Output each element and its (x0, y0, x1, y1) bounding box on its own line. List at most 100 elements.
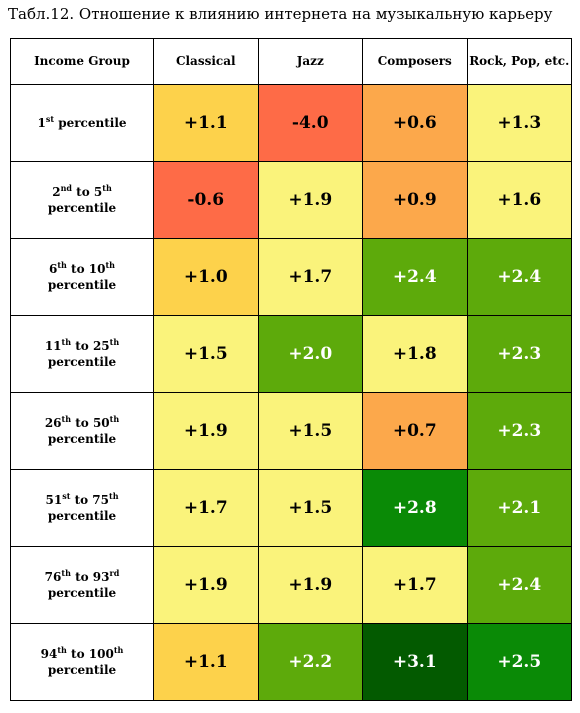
row-label: 2nd to 5th percentile (10, 161, 154, 239)
label-number: 25 (92, 339, 110, 353)
heatmap-cell: +1.5 (257, 469, 363, 547)
header-row: Income Group Classical Jazz Composers Ro… (10, 38, 572, 85)
table-row: 11th to 25th percentile +1.5 +2.0 +1.8 +2.3 (10, 315, 572, 393)
label-ordinal: th (61, 337, 72, 347)
heatmap-cell: +1.9 (257, 546, 363, 624)
row-label-line2: percentile (47, 201, 117, 215)
row-label-line2: percentile (47, 509, 117, 523)
heatmap-cell: +1.7 (257, 238, 363, 316)
label-number: 50 (92, 416, 110, 430)
row-label-line1: 6th to 10th (11, 261, 153, 277)
row-label-line1: 76th to 93rd (11, 569, 153, 585)
column-header: Composers (362, 38, 468, 85)
heatmap-cell: +1.8 (362, 315, 468, 393)
table-body: 1st percentile +1.1 -4.0 +0.6 +1.3 2nd to 5th… (10, 84, 572, 701)
row-label-line2: percentile (47, 278, 117, 292)
label-text: to (70, 493, 93, 507)
corner-header: Income Group (10, 38, 154, 85)
label-ordinal: th (113, 645, 124, 655)
label-number: 11 (44, 339, 62, 353)
heatmap-cell: +1.3 (466, 84, 572, 162)
table-row: 2nd to 5th percentile -0.6 +1.9 +0.9 +1.6 (10, 161, 572, 239)
heatmap-cell: -0.6 (153, 161, 259, 239)
label-number: 26 (44, 416, 62, 430)
heatmap-cell: +1.7 (362, 546, 468, 624)
heatmap-cell: +1.9 (153, 392, 259, 470)
label-number: 100 (88, 647, 114, 661)
heatmap-cell: +1.9 (257, 161, 363, 239)
heatmap-cell: +0.9 (362, 161, 468, 239)
row-label: 51st to 75th percentile (10, 469, 154, 547)
column-header: Rock, Pop, etc. (466, 38, 572, 85)
label-text: to (66, 647, 89, 661)
row-label: 11th to 25th percentile (10, 315, 154, 393)
label-ordinal: th (61, 568, 71, 578)
heatmap-cell: +1.5 (153, 315, 259, 393)
label-number: 10 (88, 262, 106, 276)
label-ordinal: rd (109, 568, 120, 578)
row-label-line1: 94th to 100th (11, 646, 153, 662)
heatmap-cell: +0.7 (362, 392, 468, 470)
label-text: to (72, 185, 94, 199)
row-label-line2: percentile (47, 355, 117, 369)
heatmap-cell: +2.4 (466, 546, 572, 624)
label-ordinal: th (57, 260, 67, 270)
heatmap-cell: +2.1 (466, 469, 572, 547)
heatmap-cell: -4.0 (257, 84, 363, 162)
label-text: percentile (54, 116, 127, 130)
label-ordinal: th (61, 414, 72, 424)
row-label-line1: 2nd to 5th (11, 184, 153, 200)
heatmap-cell: +1.1 (153, 623, 259, 701)
page-title: Табл.12. Отношение к влиянию интернета н… (8, 5, 553, 23)
label-number: 76 (44, 570, 62, 584)
label-number: 93 (92, 570, 110, 584)
label-number: 1 (37, 116, 46, 130)
row-label-line2: percentile (47, 663, 117, 677)
label-ordinal: th (109, 414, 120, 424)
label-ordinal: th (109, 337, 120, 347)
row-label-line1: 11th to 25th (11, 338, 153, 354)
heatmap-cell: +0.6 (362, 84, 468, 162)
table-row: 51st to 75th percentile +1.7 +1.5 +2.8 +2.1 (10, 469, 572, 547)
heatmap-table: Income Group Classical Jazz Composers Ro… (10, 38, 572, 701)
row-label: 26th to 50th percentile (10, 392, 154, 470)
heatmap-cell: +1.0 (153, 238, 259, 316)
table-row: 94th to 100th percentile +1.1 +2.2 +3.1 +2.5 (10, 623, 572, 701)
heatmap-cell: +1.9 (153, 546, 259, 624)
label-number: 2 (52, 185, 61, 199)
label-ordinal: st (45, 114, 55, 124)
heatmap-cell: +3.1 (362, 623, 468, 701)
row-label: 6th to 10th percentile (10, 238, 154, 316)
row-label-line1: 26th to 50th (11, 415, 153, 431)
heatmap-cell: +2.0 (257, 315, 363, 393)
heatmap-cell: +1.1 (153, 84, 259, 162)
table-row: 26th to 50th percentile +1.9 +1.5 +0.7 +2.3 (10, 392, 572, 470)
row-label-line1: 51st to 75th (11, 492, 153, 508)
heatmap-cell: +1.5 (257, 392, 363, 470)
row-label-line1: 1st percentile (11, 115, 153, 131)
heatmap-cell: +2.4 (362, 238, 468, 316)
label-ordinal: th (105, 260, 115, 270)
row-label: 1st percentile (10, 84, 154, 162)
label-ordinal: th (109, 491, 119, 501)
label-ordinal: th (57, 645, 67, 655)
row-label-line2: percentile (47, 586, 117, 600)
label-ordinal: nd (60, 183, 72, 193)
heatmap-cell: +1.7 (153, 469, 259, 547)
heatmap-cell: +2.8 (362, 469, 468, 547)
table-row: 1st percentile +1.1 -4.0 +0.6 +1.3 (10, 84, 572, 162)
heatmap-cell: +2.4 (466, 238, 572, 316)
label-number: 75 (92, 493, 109, 507)
heatmap-cell: +2.3 (466, 392, 572, 470)
label-text: to (71, 416, 93, 430)
column-header: Classical (153, 38, 259, 85)
table-row: 6th to 10th percentile +1.0 +1.7 +2.4 +2.4 (10, 238, 572, 316)
label-number: 94 (40, 647, 58, 661)
row-label: 76th to 93rd percentile (10, 546, 154, 624)
column-header: Jazz (257, 38, 363, 85)
label-number: 6 (49, 262, 58, 276)
row-label-line2: percentile (47, 432, 117, 446)
heatmap-cell: +2.3 (466, 315, 572, 393)
label-number: 51 (45, 493, 63, 507)
label-text: to (70, 570, 93, 584)
